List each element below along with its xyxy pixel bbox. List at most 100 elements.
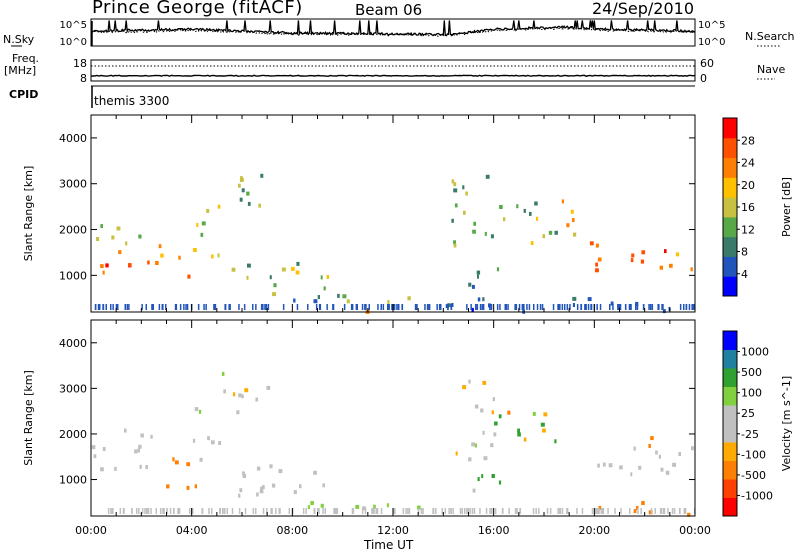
velocity-panel-cell: [188, 508, 191, 514]
velocity-panel-cell: [655, 450, 658, 455]
velocity-panel-cell: [322, 483, 325, 488]
velocity-panel-cell: [194, 484, 197, 489]
freq-unit-label: [MHz]: [4, 64, 37, 77]
velocity-panel-cell: [633, 446, 636, 451]
power-panel-cell: [523, 304, 525, 310]
power-panel-cell: [475, 304, 477, 310]
power-panel-cell: [596, 304, 598, 310]
velocity-panel-cell: [375, 508, 377, 514]
date-title: 24/Sep/2010: [592, 0, 695, 18]
power-panel-cell: [380, 304, 382, 310]
power-panel-cell: [683, 304, 685, 310]
velocity-panel-cell: [464, 508, 466, 514]
velocity-panel-cell: [532, 411, 536, 416]
power-panel-ytick-label: 3000: [59, 178, 87, 191]
velocity-colorbar-tick-label: 500: [741, 366, 762, 379]
power-panel-cell: [595, 262, 598, 267]
velocity-panel-cell: [492, 397, 495, 402]
velocity-panel-cell: [420, 508, 423, 514]
velocity-panel-cell: [147, 508, 149, 514]
power-panel-cell: [102, 304, 104, 310]
power-colorbar-swatch: [723, 216, 737, 238]
power-panel-cell: [128, 304, 130, 310]
power-panel-cell: [365, 304, 367, 310]
power-panel-cell: [664, 249, 667, 254]
velocity-panel-cell: [601, 508, 603, 514]
velocity-panel-cell: [259, 489, 264, 494]
power-panel-cell: [317, 295, 320, 299]
velocity-panel-cell: [244, 508, 247, 514]
power-panel-cell: [178, 255, 181, 260]
power-panel-cell: [295, 270, 300, 275]
velocity-panel-cell: [224, 508, 226, 514]
velocity-panel-cell: [269, 464, 273, 469]
velocity-panel-cell: [408, 508, 411, 514]
velocity-panel-cell: [491, 474, 495, 478]
velocity-panel-cell: [596, 508, 599, 514]
power-colorbar-tick-label: 4: [741, 268, 748, 281]
velocity-colorbar-swatch: [723, 368, 737, 387]
velocity-panel-cell: [477, 477, 480, 482]
velocity-panel-cell: [223, 389, 226, 394]
power-panel-cell: [428, 304, 431, 310]
velocity-panel-cell: [314, 508, 316, 514]
power-panel-cell: [617, 304, 620, 310]
power-panel-cell: [401, 304, 403, 310]
velocity-panel-cell: [313, 470, 317, 475]
power-panel-cell: [203, 304, 205, 310]
power-colorbar-swatch: [723, 256, 737, 277]
velocity-panel-cell: [144, 508, 146, 514]
power-panel-cell: [112, 304, 114, 310]
velocity-panel-cell: [494, 508, 497, 514]
power-colorbar-tick-label: 16: [741, 201, 755, 214]
velocity-panel-cell: [186, 462, 191, 467]
velocity-panel-cell: [166, 508, 168, 514]
power-panel-cell: [451, 179, 455, 184]
velocity-panel-cell: [242, 471, 245, 476]
power-panel-cell: [94, 304, 97, 310]
power-panel-cell: [536, 216, 539, 221]
velocity-panel-cell: [238, 393, 242, 398]
velocity-panel-cell: [490, 443, 494, 448]
power-colorbar-swatch: [723, 236, 737, 257]
power-panel-ytick-label: 1000: [59, 269, 87, 282]
power-panel-cell: [319, 304, 321, 310]
x-tick-label: 20:00: [578, 524, 610, 537]
velocity-panel-cell: [620, 508, 622, 514]
power-panel-cell: [377, 304, 379, 310]
velocity-panel-cell: [405, 508, 407, 514]
power-panel-cell: [158, 244, 162, 249]
velocity-panel-cell: [435, 508, 437, 514]
velocity-panel-cell: [491, 508, 493, 514]
power-panel-cell: [640, 259, 645, 264]
velocity-panel-cell: [386, 503, 389, 508]
velocity-panel-cell: [461, 508, 463, 514]
power-panel-cell: [554, 230, 558, 235]
velocity-panel-cell: [637, 508, 639, 514]
velocity-panel-cell: [559, 508, 561, 514]
power-panel-cell: [462, 185, 465, 190]
power-panel-cell: [642, 304, 645, 310]
power-panel-cell: [580, 304, 582, 310]
velocity-panel-cell: [629, 508, 631, 514]
x-tick-label: 16:00: [478, 524, 510, 537]
power-panel-cell: [228, 304, 230, 310]
freq-tick-top: 18: [73, 57, 87, 70]
power-panel-cell: [320, 275, 323, 280]
velocity-panel-cell: [335, 508, 337, 514]
nsky-series: [90, 20, 696, 37]
power-colorbar-tick-label: 20: [741, 179, 755, 192]
power-panel-cell: [193, 248, 197, 252]
velocity-panel-cell: [422, 508, 424, 514]
velocity-panel-cell: [324, 508, 326, 514]
power-panel-cell: [463, 210, 466, 215]
power-colorbar-swatch: [723, 118, 737, 139]
power-panel-cell: [477, 274, 479, 279]
velocity-panel-cell: [648, 444, 651, 448]
power-colorbar-tick-label: 24: [741, 157, 755, 170]
power-panel-cell: [454, 203, 458, 208]
velocity-panel-cell: [362, 506, 366, 511]
power-panel-cell: [529, 211, 532, 216]
velocity-panel-cell: [162, 508, 164, 514]
power-panel-cell: [569, 304, 571, 310]
